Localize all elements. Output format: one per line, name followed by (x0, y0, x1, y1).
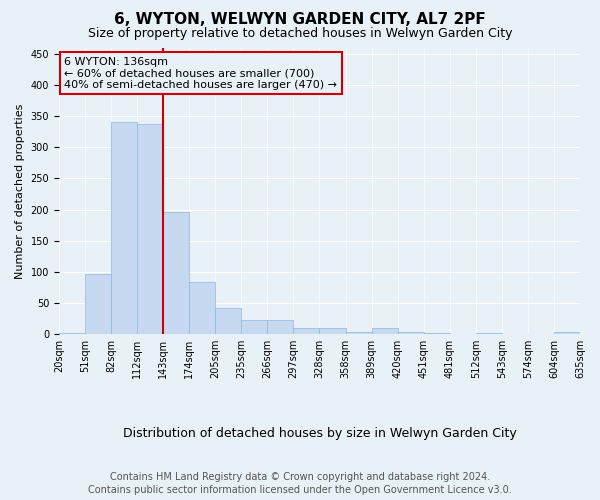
Bar (215, 308, 241, 334)
Bar (137, 124, 163, 334)
Bar (476, 333, 502, 334)
Bar (59, 333, 85, 334)
X-axis label: Distribution of detached houses by size in Welwyn Garden City: Distribution of detached houses by size … (122, 427, 517, 440)
Bar (268, 320, 293, 334)
Text: 6 WYTON: 136sqm
← 60% of detached houses are smaller (700)
40% of semi-detached : 6 WYTON: 136sqm ← 60% of detached houses… (64, 57, 337, 90)
Text: Size of property relative to detached houses in Welwyn Garden City: Size of property relative to detached ho… (88, 28, 512, 40)
Text: 6, WYTON, WELWYN GARDEN CITY, AL7 2PF: 6, WYTON, WELWYN GARDEN CITY, AL7 2PF (114, 12, 486, 28)
Y-axis label: Number of detached properties: Number of detached properties (15, 103, 25, 279)
Bar (163, 212, 189, 334)
Bar (241, 320, 268, 334)
Bar (111, 122, 137, 334)
Bar (424, 333, 450, 334)
Bar (293, 328, 319, 334)
Bar (189, 282, 215, 334)
Bar (346, 332, 371, 334)
Bar (398, 332, 424, 334)
Bar (554, 332, 580, 334)
Text: Contains HM Land Registry data © Crown copyright and database right 2024.
Contai: Contains HM Land Registry data © Crown c… (88, 472, 512, 495)
Bar (85, 274, 111, 334)
Bar (319, 328, 346, 334)
Bar (371, 328, 398, 334)
